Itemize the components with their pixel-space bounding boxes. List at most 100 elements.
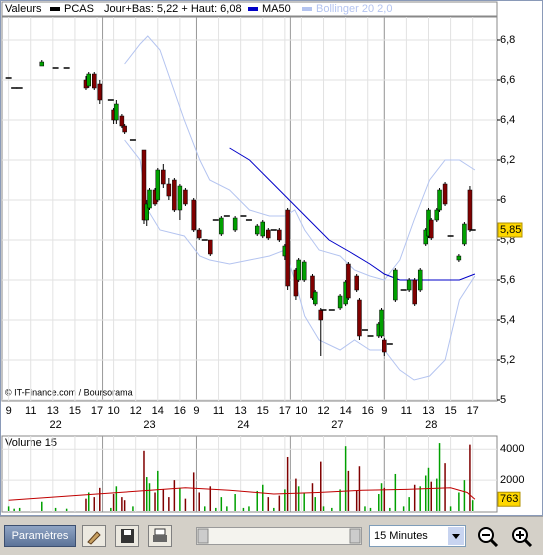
volume-bar [198, 492, 200, 511]
volume-bar [173, 480, 176, 511]
legend-entry: MA50 [262, 3, 291, 15]
interval-select[interactable]: 15 Minutes [369, 525, 466, 547]
volume-bar [339, 489, 341, 511]
volume-bar [115, 486, 118, 511]
volume-bar [132, 506, 134, 511]
x-tick-label: 11 [213, 405, 224, 417]
volume-bar [87, 492, 90, 511]
volume-bar [311, 483, 314, 511]
candle-body [429, 219, 434, 239]
volume-bar [286, 456, 289, 511]
icon [153, 528, 167, 542]
candle-body [423, 229, 428, 245]
x-tick-label: 15 [257, 405, 269, 417]
candle-body [354, 275, 359, 291]
candle-body [166, 183, 172, 197]
volume-bar [297, 486, 300, 511]
brush-button[interactable] [82, 525, 106, 547]
volume-bar [408, 497, 410, 511]
candle-body [39, 61, 45, 67]
last-price-box [497, 222, 523, 238]
volume-bar [93, 497, 96, 511]
y-tick-label: 6 [500, 194, 506, 206]
candle-body [122, 125, 127, 133]
x-tick-label: 9 [381, 405, 387, 417]
volume-bar [436, 478, 438, 511]
volume-bar [419, 486, 421, 511]
x-tick-label: 9 [193, 405, 199, 417]
last-volume-label: 763 [500, 493, 518, 505]
volume-bar [184, 498, 187, 511]
volume-bar [99, 487, 101, 511]
icon [478, 527, 499, 548]
volume-bar [145, 477, 148, 511]
volume-frame [1, 435, 498, 513]
x-tick-label: 13 [235, 405, 247, 417]
x-tick-label: 10 [107, 405, 119, 417]
x-tick-label: 12 [317, 405, 329, 417]
icon [448, 527, 464, 545]
volume-bar [256, 490, 258, 511]
candle-body [467, 189, 473, 231]
range-slider[interactable] [196, 527, 362, 545]
candle-body [346, 263, 351, 299]
volume-bar [449, 506, 452, 511]
volume-bar [444, 463, 446, 511]
x-tick-label: 17 [91, 405, 103, 417]
interval-label: 15 Minutes [374, 530, 428, 542]
day-label: 28 [425, 419, 437, 431]
x-tick-label: 16 [362, 405, 374, 417]
volume-bar [331, 507, 333, 511]
x-tick-label: 12 [130, 405, 142, 417]
print-button[interactable] [148, 525, 172, 547]
volume-bar [344, 446, 347, 511]
volume-bar [154, 492, 156, 511]
volume-bar [389, 507, 391, 511]
y-tick-label: 5 [500, 394, 506, 406]
x-tick-label: 9 [6, 405, 12, 417]
zoom-out-button[interactable] [476, 525, 500, 548]
volume-bar [303, 492, 305, 511]
candle-body [462, 223, 467, 245]
volume-bar [13, 508, 15, 511]
volume-bar [278, 495, 281, 511]
legend-entry: PCAS [64, 3, 94, 15]
volume-bar [471, 500, 474, 511]
volume-bar [273, 507, 275, 511]
candle-body [208, 239, 213, 255]
y-tick-label: 6,8 [500, 34, 515, 46]
legend-title: Valeurs [5, 3, 42, 15]
icon [121, 529, 134, 543]
x-tick-label: 11 [401, 405, 412, 417]
x-tick-label: 16 [174, 405, 186, 417]
zoom-in-button[interactable] [510, 525, 534, 548]
frame [0, 0, 543, 516]
save-button[interactable] [115, 525, 139, 547]
bollinger-upper [124, 35, 476, 281]
volume-bar [162, 489, 165, 511]
volume-bar [295, 478, 297, 511]
volume-bar [262, 484, 264, 511]
candle-body [379, 309, 384, 337]
volume-bar [121, 497, 123, 511]
ma50-line [229, 147, 476, 281]
candle-body [196, 229, 202, 239]
candle-body [114, 103, 119, 121]
legend-entry: Bollinger 20 2,0 [316, 3, 392, 15]
volume-bar [157, 470, 159, 511]
toolbar: Paramètres 15 Minutes [0, 516, 543, 555]
candle-body [219, 217, 224, 235]
candle-body [183, 189, 188, 205]
volume-bar [438, 443, 441, 511]
x-tick-label: 14 [340, 405, 352, 417]
volume-bar [192, 472, 195, 511]
volume-bar [248, 506, 250, 511]
volume-bar [179, 487, 181, 511]
candle-body [144, 203, 149, 221]
volume-bar [112, 494, 115, 511]
day-range: Jour+Bas: 5,22 + Haut: 6,08 [104, 3, 242, 15]
candle-body [357, 299, 362, 337]
settings-button[interactable]: Paramètres [4, 525, 76, 547]
candle-body [437, 189, 442, 211]
y-tick-label: 4000 [500, 443, 524, 455]
